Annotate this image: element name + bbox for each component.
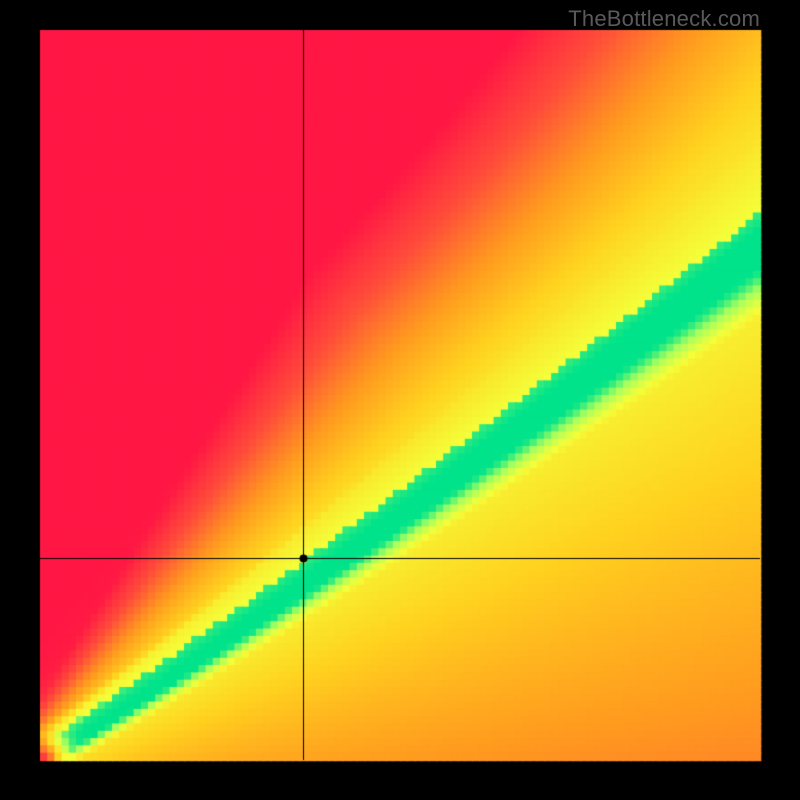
heatmap-canvas bbox=[0, 0, 800, 800]
watermark-text: TheBottleneck.com bbox=[568, 6, 760, 32]
chart-container: TheBottleneck.com bbox=[0, 0, 800, 800]
